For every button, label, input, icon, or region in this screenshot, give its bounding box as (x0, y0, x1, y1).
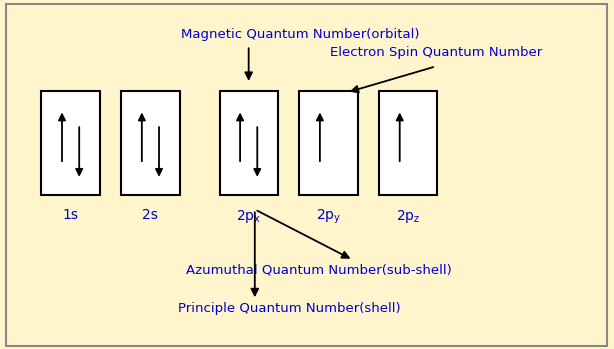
Bar (122, 91, 179, 195)
Text: Azumuthal Quantum Number(sub-shell): Azumuthal Quantum Number(sub-shell) (187, 264, 452, 277)
Bar (300, 91, 358, 195)
Text: $\mathregular{2p_{z}}$: $\mathregular{2p_{z}}$ (396, 208, 421, 225)
Bar (220, 91, 278, 195)
Text: 1s: 1s (63, 208, 79, 222)
Text: Magnetic Quantum Number(orbital): Magnetic Quantum Number(orbital) (181, 28, 419, 42)
Text: $\mathregular{2p_{x}}$: $\mathregular{2p_{x}}$ (236, 208, 262, 225)
Bar (379, 91, 437, 195)
Text: 2s: 2s (142, 208, 158, 222)
Text: Electron Spin Quantum Number: Electron Spin Quantum Number (330, 46, 542, 59)
Bar (42, 91, 99, 195)
Text: Principle Quantum Number(shell): Principle Quantum Number(shell) (178, 302, 401, 315)
Text: $\mathregular{2p_{y}}$: $\mathregular{2p_{y}}$ (316, 208, 341, 226)
